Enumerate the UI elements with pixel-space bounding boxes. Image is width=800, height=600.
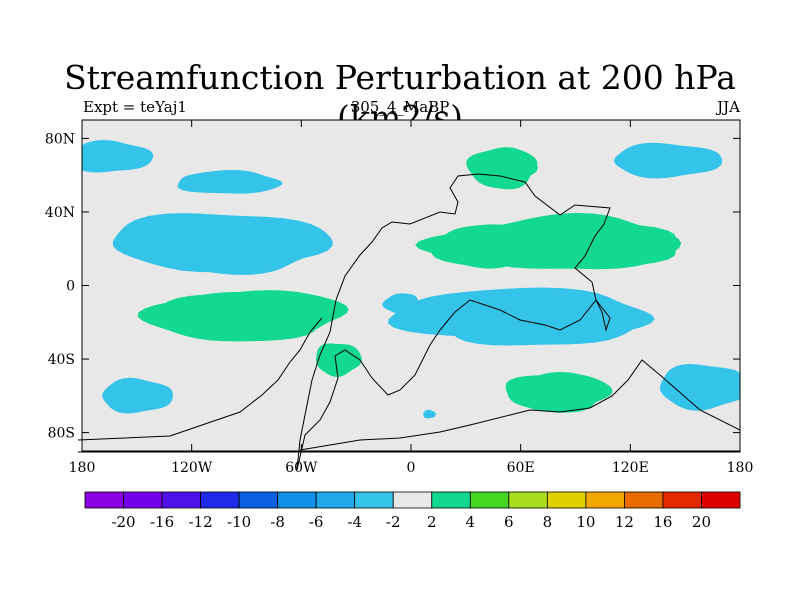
colorbar-label: 4 bbox=[466, 513, 476, 531]
colorbar-label: -12 bbox=[189, 513, 213, 531]
colorbar-label: -20 bbox=[111, 513, 135, 531]
y-tick-label: 0 bbox=[66, 279, 75, 295]
coastlines bbox=[77, 173, 741, 471]
colorbar-swatch bbox=[546, 491, 587, 509]
colorbar-label: -16 bbox=[150, 513, 174, 531]
y-tick-label: 80N bbox=[45, 131, 75, 147]
colorbar-label: -8 bbox=[270, 513, 285, 531]
colorbar-labels: -20 -16 -12 -10 -8 -6 -4 -2 2 4 6 8 10 12 16 20 bbox=[111, 513, 711, 531]
y-tick-label: 80S bbox=[48, 426, 75, 442]
colorbar-swatch bbox=[508, 491, 548, 509]
colorbar-swatch bbox=[392, 491, 433, 509]
experiment-label: Expt = teYaj1 bbox=[83, 98, 187, 116]
x-tick-label: 120W bbox=[171, 460, 213, 476]
contour-band bbox=[316, 343, 362, 377]
chart-title: Streamfunction Perturbation at 200 hPa (… bbox=[64, 58, 736, 137]
contour-map bbox=[82, 120, 740, 451]
colorbar-label: 8 bbox=[543, 513, 553, 531]
contour-band bbox=[415, 221, 676, 269]
x-tick-label: 120E bbox=[612, 460, 649, 476]
contour-band bbox=[112, 213, 333, 273]
x-axis-labels: 180 120W 60W 0 60E 120E 180 bbox=[69, 460, 754, 476]
y-tick-label: 40S bbox=[48, 352, 75, 368]
colorbar-label: -6 bbox=[309, 513, 324, 531]
colorbar-swatch bbox=[701, 491, 741, 509]
x-tick-label: 60W bbox=[285, 460, 318, 476]
coastline-south-america bbox=[77, 317, 323, 441]
x-tick-label: 180 bbox=[727, 460, 754, 476]
contour-band bbox=[388, 287, 655, 341]
colorbar-swatch bbox=[238, 491, 279, 509]
colorbar-label: 12 bbox=[615, 513, 634, 531]
colorbar-label: -4 bbox=[347, 513, 362, 531]
contour-band bbox=[659, 364, 740, 411]
colorbar-label: -10 bbox=[227, 513, 251, 531]
colorbar-swatch bbox=[161, 491, 201, 509]
colorbar-label: 16 bbox=[653, 513, 672, 531]
colorbar-swatch bbox=[315, 491, 356, 509]
colorbar-swatch bbox=[277, 491, 317, 509]
axis-ticks bbox=[81, 120, 741, 451]
coastline-east-asia bbox=[595, 299, 611, 332]
season-label: JJA bbox=[717, 98, 740, 116]
colorbar-swatch bbox=[662, 491, 702, 509]
colorbar-swatch bbox=[354, 491, 394, 509]
contour-band bbox=[102, 377, 173, 414]
x-tick-label: 60E bbox=[507, 460, 535, 476]
colorbar bbox=[84, 491, 741, 509]
y-tick-label: 40N bbox=[45, 205, 75, 221]
contour-band bbox=[470, 152, 538, 187]
colorbar-swatch bbox=[200, 491, 240, 509]
colorbar-label: -2 bbox=[386, 513, 401, 531]
contour-band bbox=[614, 142, 723, 179]
contour-band bbox=[382, 293, 419, 315]
colorbar-swatch bbox=[431, 491, 471, 509]
contour-band bbox=[163, 290, 349, 338]
colorbar-swatch bbox=[123, 491, 163, 509]
x-tick-label: 180 bbox=[69, 460, 96, 476]
contour-band bbox=[423, 409, 436, 419]
colorbar-swatch bbox=[469, 491, 510, 509]
y-axis-labels: 80N 40N 0 40S 80S bbox=[45, 131, 75, 441]
contour-band bbox=[505, 374, 613, 413]
colorbar-label: 2 bbox=[427, 513, 437, 531]
colorbar-swatch bbox=[624, 491, 664, 509]
x-tick-label: 0 bbox=[407, 460, 416, 476]
colorbar-label: 20 bbox=[692, 513, 711, 531]
colorbar-label: 6 bbox=[504, 513, 514, 531]
contour-band bbox=[82, 140, 154, 173]
colorbar-swatch bbox=[585, 491, 625, 509]
colorbar-label: 10 bbox=[576, 513, 595, 531]
colorbar-swatch bbox=[84, 491, 124, 509]
coastline-americas bbox=[296, 173, 611, 471]
case-label: 305_4_MaBP bbox=[350, 98, 450, 116]
contour-band bbox=[177, 170, 283, 194]
coastline-antarctic bbox=[78, 359, 741, 453]
